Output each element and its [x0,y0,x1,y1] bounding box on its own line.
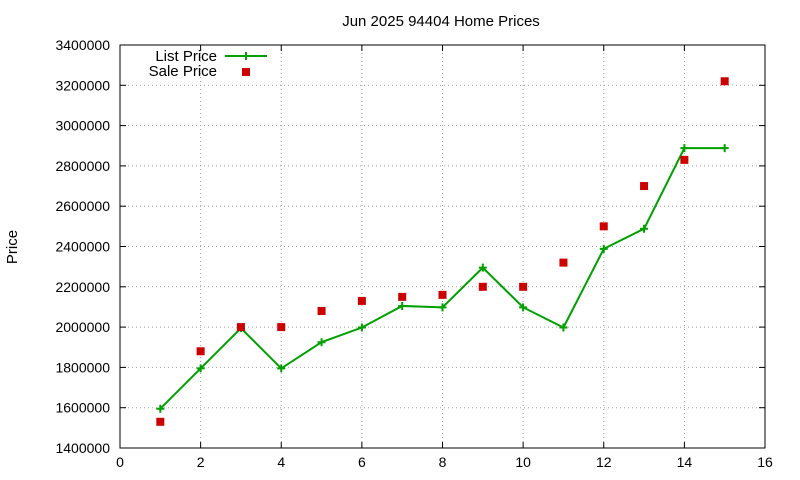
y-tick-label: 2200000 [55,279,110,295]
data-point-sale-price [438,290,447,299]
y-axis-label: Price [4,230,21,264]
x-tick-label: 6 [358,454,366,470]
x-tick-label: 10 [515,454,531,470]
data-point-sale-price [398,292,407,301]
y-tick-label: 1600000 [55,400,110,416]
data-point-list-price [478,263,487,272]
data-point-list-price [599,244,608,253]
y-tick-label: 3200000 [55,77,110,93]
data-point-list-price [156,404,165,413]
data-point-sale-price [236,323,245,332]
data-point-list-price [680,144,689,153]
data-point-sale-price [357,296,366,305]
data-point-list-price [277,364,286,373]
y-tick-label: 2800000 [55,158,110,174]
data-point-sale-price [640,182,649,191]
data-point-list-price [519,303,528,312]
data-point-sale-price [559,258,568,267]
data-point-list-price [357,323,366,332]
x-tick-label: 0 [116,454,124,470]
data-point-sale-price [599,222,608,231]
data-point-list-price [317,338,326,347]
grid-lines [120,45,765,448]
y-tick-label: 1400000 [55,440,110,456]
y-tick-label: 3000000 [55,118,110,134]
y-tick-label: 3400000 [55,37,110,53]
data-point-sale-price [317,306,326,315]
x-tick-label: 14 [677,454,693,470]
series-layer [156,77,729,426]
legend-marker-sale-price [242,68,250,76]
data-point-sale-price [680,155,689,164]
y-tick-label: 2600000 [55,198,110,214]
y-tick-label: 1800000 [55,359,110,375]
data-point-sale-price [196,347,205,356]
x-tick-label: 12 [596,454,612,470]
y-tick-label: 2000000 [55,319,110,335]
legend-marker-list-price [242,52,250,60]
data-point-list-price [640,224,649,233]
data-point-sale-price [720,77,729,86]
y-axis-ticks: 1400000 1600000 1800000 2000000 2200000 24000… [55,37,765,456]
legend-label-sale-price: Sale Price [149,63,217,80]
x-axis-ticks: 0 2 4 6 8 10 12 14 16 [116,45,773,470]
legend-label-list-price: List Price [155,48,217,65]
data-point-sale-price [277,323,286,332]
data-point-sale-price [156,417,165,426]
chart-title: Jun 2025 94404 Home Prices [342,13,540,30]
data-point-list-price [438,303,447,312]
x-tick-label: 16 [757,454,773,470]
data-point-sale-price [519,282,528,291]
legend-plus-glyph [242,52,250,60]
data-point-list-price [720,144,729,153]
legend: List Price Sale Price [149,48,267,80]
data-point-sale-price [478,282,487,291]
data-point-list-price [196,364,205,373]
data-point-list-price [559,323,568,332]
data-point-list-price [398,301,407,310]
y-tick-label: 2400000 [55,239,110,255]
x-tick-label: 8 [439,454,447,470]
x-tick-label: 4 [277,454,285,470]
x-tick-label: 2 [197,454,205,470]
